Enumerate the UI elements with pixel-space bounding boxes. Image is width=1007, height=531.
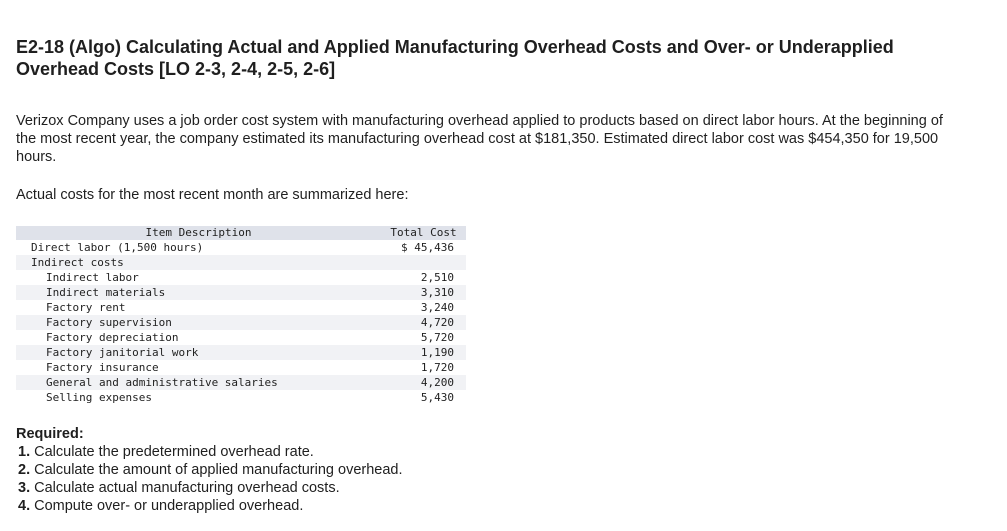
table-row: Indirect materials 3,310: [16, 285, 466, 300]
row-total-cost: 4,200: [381, 375, 466, 390]
table-row: Indirect labor 2,510: [16, 270, 466, 285]
table-row: Factory supervision 4,720: [16, 315, 466, 330]
exercise-title: E2-18 (Algo) Calculating Actual and Appl…: [16, 37, 894, 79]
row-description: Indirect costs: [16, 255, 381, 270]
table-row: Factory rent 3,240: [16, 300, 466, 315]
row-description: Factory depreciation: [46, 331, 179, 344]
actual-costs-table: Item Description Total Cost Direct labor…: [16, 226, 466, 405]
required-item-text: Compute over- or underapplied overhead.: [34, 498, 304, 514]
table-row: Factory depreciation 5,720: [16, 330, 466, 345]
table-header-row: Item Description Total Cost: [16, 226, 466, 240]
intro-paragraph: Verizox Company uses a job order cost sy…: [16, 113, 943, 165]
table-row: General and administrative salaries 4,200: [16, 375, 466, 390]
row-description: Factory janitorial work: [16, 345, 381, 360]
row-description: Direct labor (1,500 hours): [31, 241, 204, 254]
table-row: Factory insurance 1,720: [16, 360, 466, 375]
required-list: 1. Calculate the predetermined overhead …: [16, 443, 403, 515]
required-item-text: Calculate actual manufacturing overhead …: [34, 480, 340, 496]
row-description: Indirect materials: [16, 285, 381, 300]
table-row: Factory janitorial work 1,190: [16, 345, 466, 360]
header-total-cost: Total Cost: [381, 226, 466, 240]
required-item: 3. Calculate actual manufacturing overhe…: [18, 479, 403, 497]
row-total-cost: 3,310: [381, 285, 466, 300]
required-item: 2. Calculate the amount of applied manuf…: [18, 461, 403, 479]
required-heading: Required:: [16, 426, 84, 442]
row-description: Selling expenses: [46, 391, 152, 404]
required-item-text: Calculate the amount of applied manufact…: [34, 462, 403, 478]
summary-sentence: Actual costs for the most recent month a…: [16, 187, 409, 203]
row-total-cost: 5,720: [420, 331, 454, 344]
required-item-number: 3.: [18, 480, 31, 496]
table-row: Indirect costs: [16, 255, 466, 270]
row-total-cost: [381, 255, 466, 270]
table-row: Selling expenses 5,430: [16, 390, 466, 405]
required-item-number: 4.: [18, 498, 31, 514]
row-description: Factory insurance: [46, 361, 159, 374]
header-item-description: Item Description: [16, 226, 381, 240]
required-item-text: Calculate the predetermined overhead rat…: [34, 444, 314, 460]
required-item-number: 1.: [18, 444, 31, 460]
table-body: Direct labor (1,500 hours) $ 45,436 Indire…: [16, 240, 466, 405]
row-description: Factory supervision: [16, 315, 381, 330]
row-total-cost: 1,190: [381, 345, 466, 360]
table-row: Direct labor (1,500 hours) $ 45,436: [16, 240, 466, 255]
row-description: Indirect labor: [46, 271, 139, 284]
row-description: General and administrative salaries: [16, 375, 381, 390]
row-total-cost: 3,240: [420, 301, 454, 314]
row-total-cost: 4,720: [381, 315, 466, 330]
row-description: Factory rent: [46, 301, 126, 314]
row-total-cost: 5,430: [420, 391, 454, 404]
required-item: 1. Calculate the predetermined overhead …: [18, 443, 403, 461]
required-section: Required: 1. Calculate the predetermined…: [16, 425, 403, 515]
row-total-cost: $ 45,436: [401, 241, 454, 254]
required-item: 4. Compute over- or underapplied overhea…: [18, 497, 403, 515]
required-item-number: 2.: [18, 462, 31, 478]
row-total-cost: 1,720: [420, 361, 454, 374]
row-total-cost: 2,510: [420, 271, 454, 284]
